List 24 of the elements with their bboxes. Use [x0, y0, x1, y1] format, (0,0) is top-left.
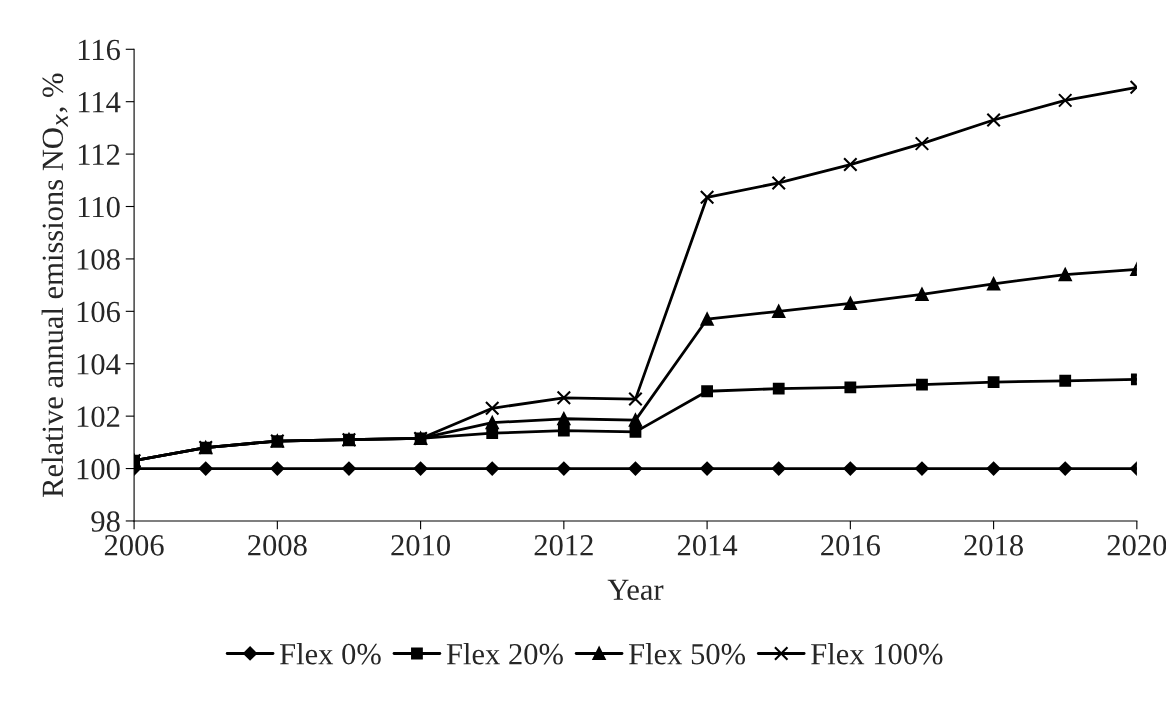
x-tick-label: 2010	[391, 535, 450, 556]
y-tick-label: 116	[78, 39, 120, 61]
legend-label: Flex 100%	[811, 642, 943, 665]
y-tick-label: 114	[78, 92, 121, 113]
legend-label: Flex 50%	[628, 642, 746, 665]
x-tick-label: 2016	[821, 535, 880, 556]
y-tick-label: 106	[77, 301, 120, 323]
y-tick-label: 108	[77, 249, 120, 270]
legend-label: Flex 20%	[446, 642, 563, 665]
y-tick-label: 102	[77, 406, 120, 428]
legend-label: Flex 0%	[280, 642, 381, 665]
x-tick-label: 2018	[964, 535, 1023, 556]
y-axis-title: Relative annual emissions NO$_{x}$, %	[41, 73, 68, 498]
x-tick-label: 2012	[534, 535, 593, 556]
x-axis-title: Year	[607, 579, 664, 601]
x-tick-label: 2006	[104, 535, 164, 556]
y-tick-label: 100	[77, 458, 120, 480]
y-tick-label: 110	[78, 196, 120, 218]
y-tick-label: 104	[77, 354, 121, 375]
x-tick-label: 2008	[248, 535, 307, 556]
x-tick-label: 2014	[677, 535, 738, 556]
x-tick-label: 2020	[1107, 535, 1166, 556]
y-tick-label: 98	[91, 511, 120, 532]
y-tick-label: 112	[78, 144, 120, 165]
